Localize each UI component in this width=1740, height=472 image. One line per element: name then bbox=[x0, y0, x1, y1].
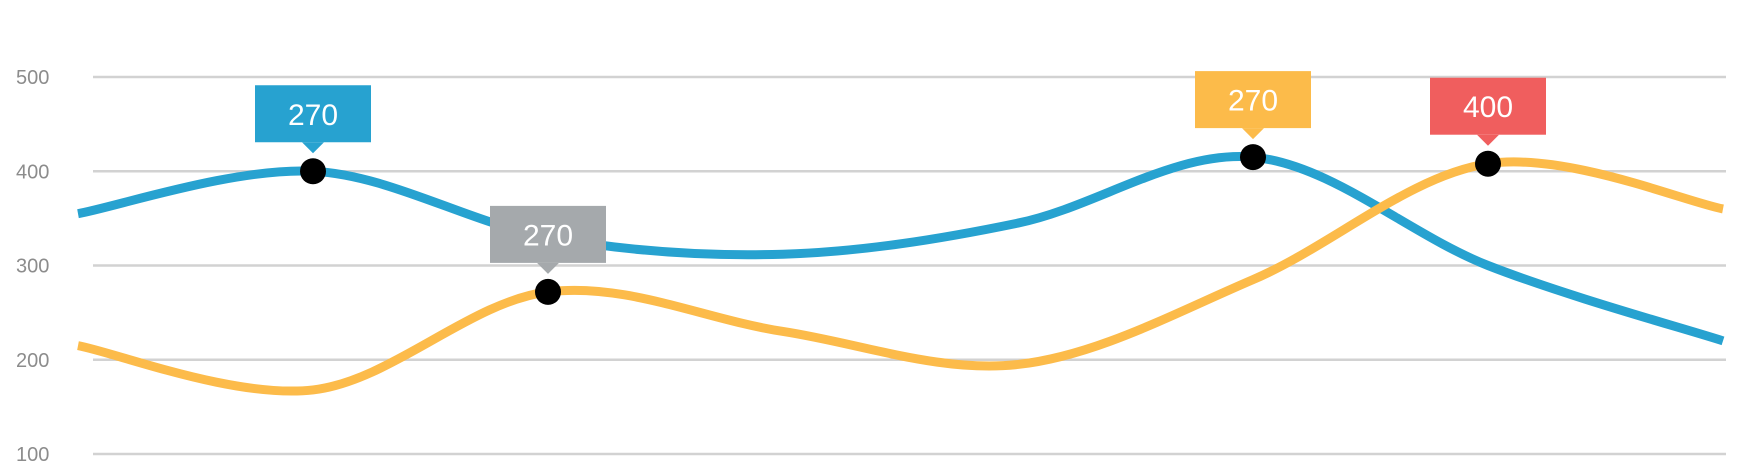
value-callout: 270 bbox=[1195, 71, 1311, 140]
callout-box bbox=[1430, 77, 1546, 135]
value-callout: 400 bbox=[1430, 77, 1546, 146]
y-tick-label: 400 bbox=[16, 161, 49, 183]
value-callout: 270 bbox=[490, 205, 606, 274]
series-layer bbox=[77, 152, 1725, 396]
callout-label: 400 bbox=[1463, 91, 1513, 124]
y-tick-label: 300 bbox=[16, 256, 49, 278]
callout-pointer bbox=[302, 142, 324, 154]
y-axis: 100 200 300 400 500 bbox=[16, 67, 49, 466]
callout-box bbox=[490, 205, 606, 263]
data-point-marker bbox=[1475, 150, 1501, 177]
marker-layer bbox=[300, 144, 1501, 305]
y-tick-label: 200 bbox=[16, 350, 49, 372]
series-line-blue bbox=[77, 152, 1725, 346]
value-callout: 270 bbox=[255, 85, 371, 154]
callout-label: 270 bbox=[288, 99, 338, 132]
data-point-marker bbox=[1240, 144, 1266, 171]
callout-layer: 270 270 270 400 bbox=[255, 71, 1546, 274]
callout-pointer bbox=[537, 262, 559, 274]
callout-label: 270 bbox=[523, 219, 573, 252]
y-tick-label: 500 bbox=[16, 67, 49, 89]
y-tick-label: 100 bbox=[16, 444, 49, 466]
callout-pointer bbox=[1477, 134, 1499, 146]
data-point-marker bbox=[535, 278, 561, 305]
callout-box bbox=[255, 85, 371, 143]
series-line-yellow bbox=[77, 157, 1724, 396]
data-point-marker bbox=[300, 158, 326, 185]
callout-box bbox=[1195, 71, 1311, 129]
callout-label: 270 bbox=[1228, 85, 1278, 118]
callout-pointer bbox=[1242, 128, 1264, 140]
